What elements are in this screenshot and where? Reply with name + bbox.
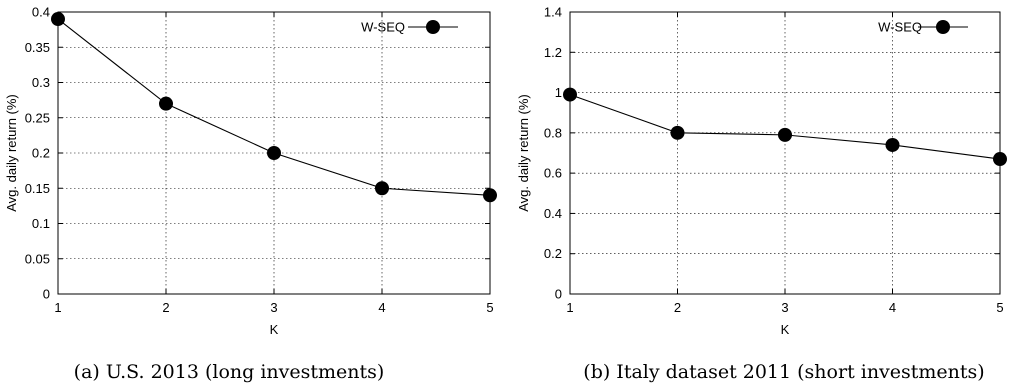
y-tick-label: 0.15 — [25, 181, 50, 196]
data-point — [778, 127, 792, 142]
data-point — [563, 87, 577, 102]
legend-marker — [936, 20, 950, 34]
y-tick-label: 0 — [43, 287, 50, 302]
legend-marker — [426, 20, 440, 34]
data-point — [267, 146, 281, 160]
y-tick-label: 0.6 — [544, 166, 562, 181]
data-point — [51, 12, 65, 27]
y-tick-label: 0.1 — [32, 216, 50, 231]
data-point — [670, 125, 685, 140]
y-tick-label: 0.3 — [32, 75, 50, 90]
y-axis-label: Avg. daily return (%) — [516, 94, 531, 212]
y-tick-label: 0.8 — [544, 125, 562, 140]
y-tick-label: 1.2 — [544, 45, 562, 60]
x-tick-label: 4 — [889, 300, 896, 315]
data-point — [993, 152, 1007, 167]
chart-caption: (a) U.S. 2013 (long investments) — [74, 361, 385, 383]
legend-label: W-SEQ — [361, 20, 405, 35]
x-axis-label: K — [781, 322, 790, 337]
data-point — [375, 181, 389, 196]
y-tick-label: 1.4 — [544, 5, 562, 20]
chart-panel-a: 0 0.05 0.1 0.15 0.2 0.25 0.3 0.35 0.4 1 2 3 4 5 K Avg. … — [4, 5, 497, 383]
chart-panel-b: 0 0.2 0.4 0.6 0.8 1 1.2 1.4 1 2 3 4 5 K Avg. daily ret… — [516, 5, 1007, 383]
y-tick-label: 0.35 — [25, 40, 50, 55]
data-point — [483, 188, 497, 203]
x-tick-label: 4 — [378, 300, 385, 315]
y-tick-label: 0 — [555, 287, 562, 302]
x-tick-label: 5 — [996, 300, 1003, 315]
plot-frame — [57, 11, 491, 295]
x-tick-label: 3 — [781, 300, 788, 315]
x-tick-label: 2 — [674, 300, 681, 315]
x-tick-label: 3 — [270, 300, 277, 315]
y-tick-label: 0.05 — [25, 251, 50, 266]
data-point — [885, 137, 900, 152]
y-axis-label: Avg. daily return (%) — [4, 94, 19, 212]
legend-label: W-SEQ — [878, 20, 922, 35]
y-tick-label: 0.4 — [544, 206, 562, 221]
x-tick-label: 2 — [162, 300, 169, 315]
chart-caption: (b) Italy dataset 2011 (short investment… — [583, 361, 984, 383]
y-tick-label: 0.4 — [32, 5, 50, 20]
x-axis-label: K — [270, 322, 279, 337]
x-tick-label: 1 — [566, 300, 573, 315]
y-tick-label: 0.2 — [544, 246, 562, 261]
y-tick-label: 1 — [555, 85, 562, 100]
y-tick-label: 0.2 — [32, 146, 50, 161]
x-tick-label: 5 — [486, 300, 493, 315]
data-point — [159, 96, 173, 111]
y-tick-label: 0.25 — [25, 110, 50, 125]
x-tick-label: 1 — [54, 300, 61, 315]
